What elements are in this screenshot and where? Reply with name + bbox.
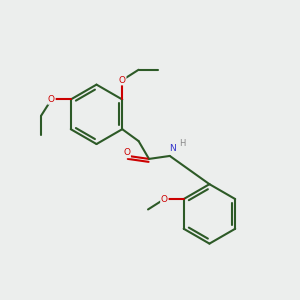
Text: O: O — [48, 95, 55, 104]
Text: H: H — [179, 139, 185, 148]
Text: N: N — [169, 144, 175, 153]
Text: O: O — [161, 194, 168, 203]
Text: O: O — [123, 148, 130, 158]
Text: O: O — [119, 76, 126, 85]
